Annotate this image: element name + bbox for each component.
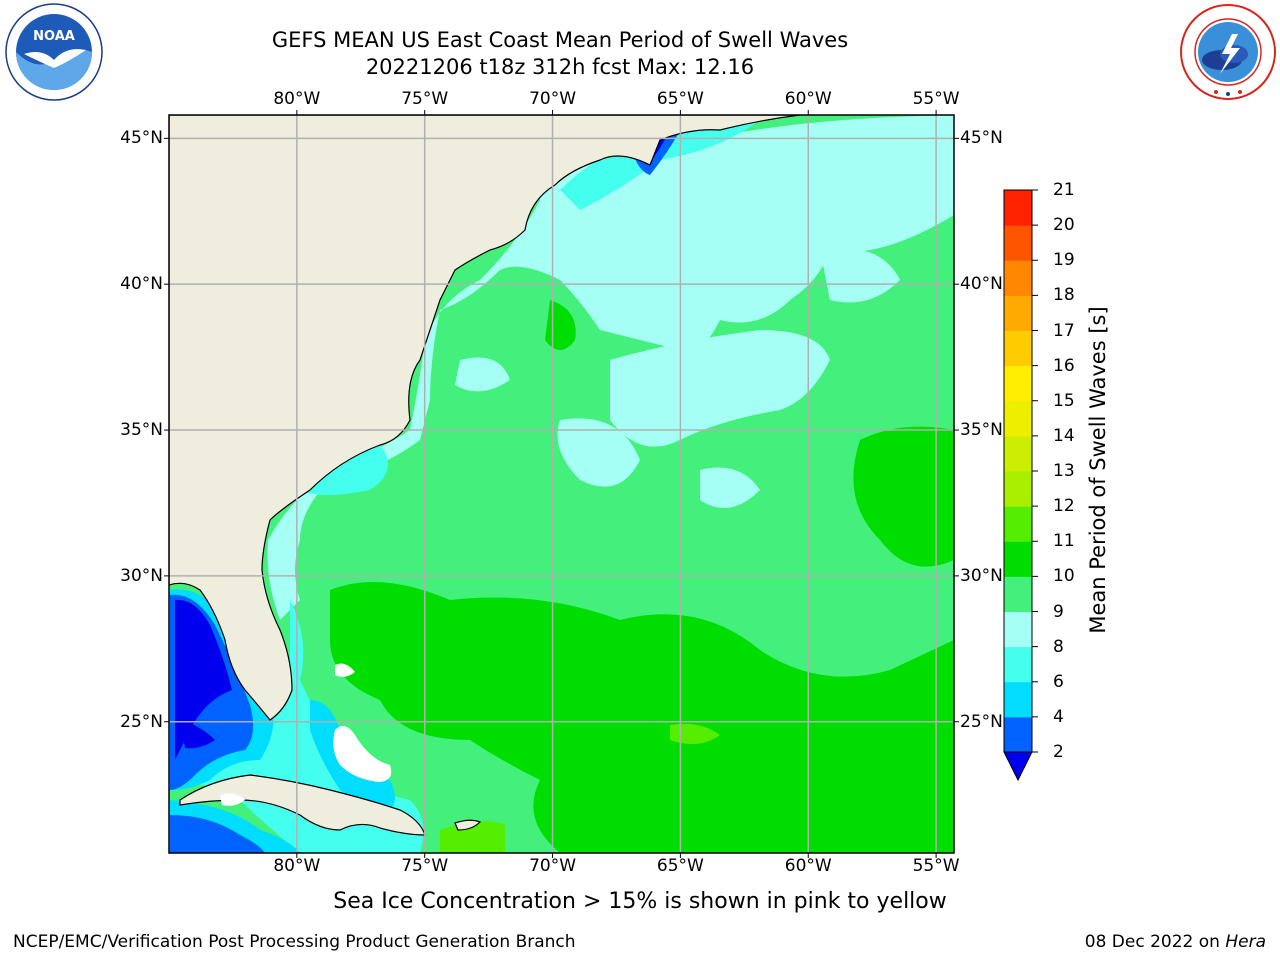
colorbar-tick-label: 6 [1053,671,1064,692]
lat-label-right: 25°N [960,711,1003,732]
colorbar-segment [1004,435,1032,472]
lon-label-bottom: 65°W [656,856,704,876]
lat-label-right: 30°N [960,565,1003,586]
colorbar-tick-label: 20 [1053,215,1075,236]
colorbar-tick-label: 13 [1053,461,1075,481]
colorbar-segment [1004,330,1032,367]
lon-label-bottom: 60°W [784,856,832,876]
generation-date-text: 08 Dec 2022 on [1084,932,1220,952]
sea-ice-note: Sea Ice Concentration > 15% is shown in … [333,889,947,914]
colorbar-tick-label: 21 [1053,180,1075,200]
colorbar-segment [1004,295,1032,331]
land [169,115,801,836]
colorbar-segment [1004,646,1032,683]
lon-label-bottom: 80°W [273,856,321,876]
colorbar-segment [1004,190,1032,226]
lat-label-left: 35°N [120,420,163,441]
graticule [169,115,954,853]
colorbar-segment [1004,716,1032,753]
colorbar-label: Mean Period of Swell Waves [s] [1086,306,1110,634]
lon-label-top: 70°W [529,89,577,109]
lon-label-bottom: 55°W [912,856,960,876]
lon-label-top: 80°W [273,89,321,109]
axis-ticks [164,110,959,858]
colorbar [1003,189,1038,782]
map-subtitle: 20221206 t18z 312h fcst Max: 12.16 [365,55,755,79]
colorbar-tick-label: 9 [1053,601,1064,622]
lat-label-right: 40°N [960,274,1003,295]
colorbar-tick-label: 19 [1053,250,1075,271]
producer-credit: NCEP/EMC/Verification Post Processing Pr… [13,932,576,952]
bahamas-no-data [220,663,392,806]
colorbar-tick-label: 10 [1053,566,1075,587]
lat-label-left: 45°N [120,128,163,149]
colorbar-tick-label: 16 [1053,355,1075,376]
host-name: Hera [1225,932,1266,952]
noaa-logo: NOAA [5,3,103,101]
lat-label-left: 25°N [120,711,163,732]
colorbar-extend-min [1003,751,1033,782]
colorbar-tick-label: 18 [1053,285,1075,306]
colorbar-segment [1004,260,1032,296]
colorbar-tick-label: 4 [1053,706,1064,727]
colorbar-segment [1004,471,1032,507]
colorbar-segment [1004,681,1032,718]
lat-label-right: 45°N [960,128,1003,149]
lon-label-bottom: 75°W [401,856,449,876]
lat-label-left: 30°N [120,565,163,586]
colorbar-tick-label: 14 [1053,425,1075,446]
colorbar-segment [1004,611,1032,648]
map-frame [168,114,955,854]
nws-logo [1180,4,1276,100]
colorbar-segment [1004,506,1032,542]
colorbar-segment [1004,541,1032,577]
colorbar-tick-label: 11 [1053,531,1075,552]
colorbar-tick-label: 15 [1053,390,1075,411]
lat-label-left: 40°N [120,274,163,295]
lon-label-top: 55°W [912,89,960,109]
colorbar-tick-label: 8 [1053,636,1064,657]
colorbar-segment [1004,576,1032,612]
colorbar-tick-label: 17 [1053,320,1075,341]
map-title: GEFS MEAN US East Coast Mean Period of S… [271,28,849,52]
colorbar-segment [1004,400,1032,437]
lon-label-top: 60°W [784,89,832,109]
lat-label-right: 35°N [960,420,1003,441]
colorbar-tick-label: 2 [1053,742,1064,762]
generation-date: 08 Dec 2022 on Hera [1085,932,1266,952]
lon-label-top: 75°W [401,89,449,109]
colorbar-segment [1004,365,1032,402]
lon-label-bottom: 70°W [529,856,577,876]
noaa-logo-text: NOAA [33,29,75,44]
lon-label-top: 65°W [656,89,704,109]
colorbar-segment [1004,225,1032,261]
colorbar-tick-label: 12 [1053,496,1075,517]
field-8-9s [267,115,954,620]
